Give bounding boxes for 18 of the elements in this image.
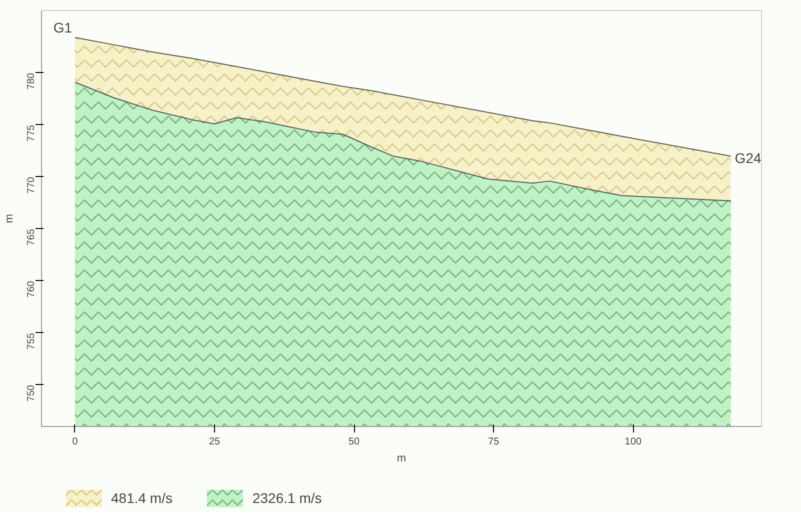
annotation: G24 <box>734 150 762 166</box>
x-tick-label: 0 <box>72 436 78 448</box>
y-tick-label: 775 <box>26 124 37 142</box>
y-axis-title: m <box>4 214 16 224</box>
y-tick-label: 770 <box>26 176 37 194</box>
annotation: G1 <box>53 20 72 36</box>
x-axis-title: m <box>396 452 406 464</box>
x-tick-label: 100 <box>624 436 642 448</box>
x-tick-label: 25 <box>208 436 221 448</box>
legend-label: 481.4 m/s <box>111 490 172 506</box>
y-tick-label: 750 <box>26 384 37 402</box>
y-tick-label: 760 <box>26 280 37 298</box>
y-tick-label: 780 <box>26 72 37 90</box>
x-tick-label: 75 <box>488 436 500 448</box>
y-tick-label: 755 <box>26 332 37 350</box>
legend-label: 2326.1 m/s <box>252 490 322 506</box>
x-tick-label: 50 <box>348 436 360 448</box>
y-tick-label: 765 <box>26 228 37 246</box>
